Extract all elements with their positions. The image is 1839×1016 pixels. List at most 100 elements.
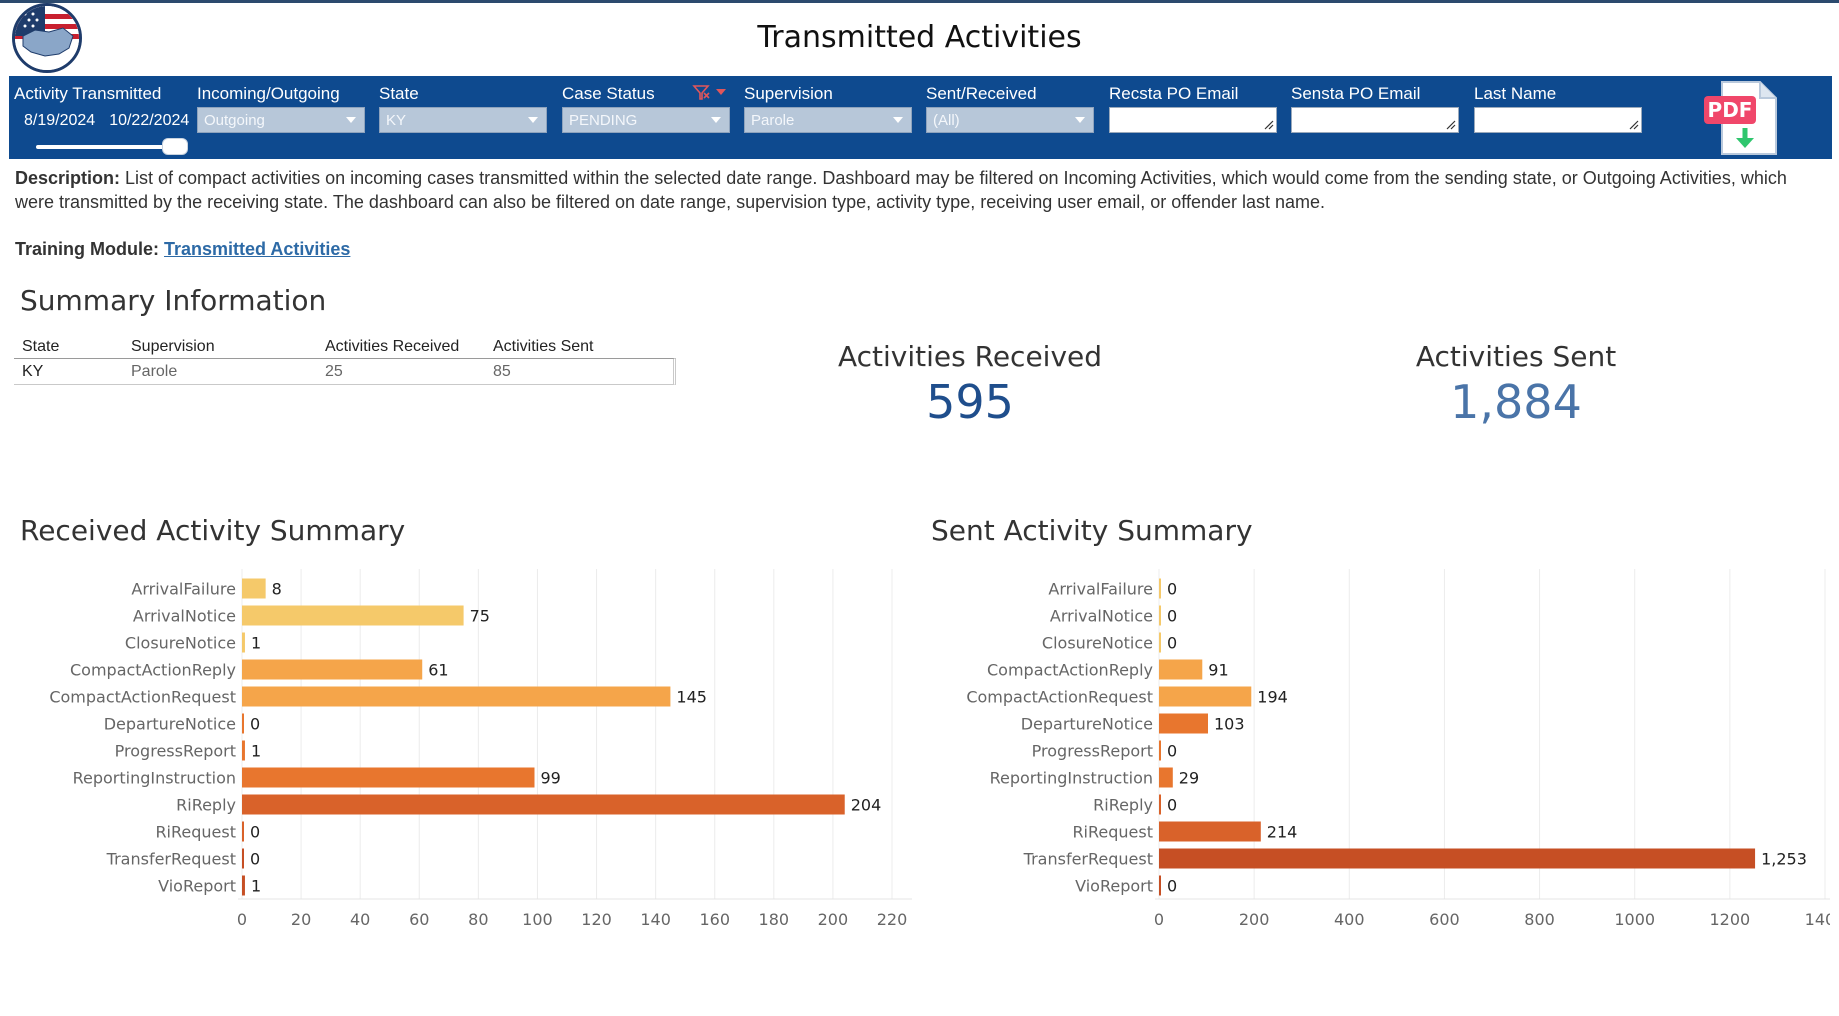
filter-label: Last Name <box>1474 84 1557 103</box>
bar-value-label: 0 <box>1167 796 1177 815</box>
filter-label: Recsta PO Email <box>1109 84 1239 103</box>
date-slider-handle[interactable] <box>162 138 188 155</box>
dropdown-value: KY <box>386 112 407 129</box>
bar[interactable] <box>242 605 464 626</box>
clear-filter-icon[interactable] <box>692 83 728 101</box>
bar[interactable] <box>1159 875 1161 896</box>
bar[interactable] <box>242 875 245 896</box>
x-tick-label: 200 <box>818 910 849 925</box>
bar[interactable] <box>1159 794 1161 815</box>
x-tick-label: 60 <box>409 910 429 925</box>
filter-label: Case Status <box>562 84 655 103</box>
resize-handle-icon <box>1264 120 1274 130</box>
x-tick-label: 140 <box>640 910 671 925</box>
sent-chart-title: Sent Activity Summary <box>931 514 1253 547</box>
summary-table-header: State Supervision Activities Received Ac… <box>14 336 676 358</box>
pdf-download-button[interactable]: PDF <box>1700 80 1780 156</box>
date-end[interactable]: 10/22/2024 <box>109 112 190 129</box>
dropdown-value: PENDING <box>569 112 638 129</box>
category-label: ArrivalNotice <box>1050 607 1153 626</box>
chevron-down-icon <box>346 117 356 123</box>
x-tick-label: 0 <box>237 910 247 925</box>
recsta-po-email-input[interactable] <box>1109 107 1277 133</box>
bar-value-label: 1 <box>251 877 261 896</box>
filter-label: Supervision <box>744 84 833 103</box>
bar[interactable] <box>242 686 671 707</box>
category-label: RiReply <box>1093 796 1153 815</box>
chevron-down-icon <box>893 117 903 123</box>
bar[interactable] <box>242 767 535 788</box>
x-tick-label: 1200 <box>1709 910 1750 925</box>
filter-recsta-po-email: Recsta PO Email <box>1109 76 1279 159</box>
x-tick-label: 200 <box>1239 910 1270 925</box>
kpi-value: 595 <box>926 375 1014 429</box>
bar-value-label: 1 <box>251 634 261 653</box>
category-label: ReportingInstruction <box>73 769 236 788</box>
x-tick-label: 1400 <box>1805 910 1830 925</box>
bar[interactable] <box>1159 767 1173 788</box>
dropdown-value: (All) <box>933 112 960 129</box>
bar[interactable] <box>242 794 845 815</box>
training-module-link[interactable]: Transmitted Activities <box>164 239 351 259</box>
x-tick-label: 120 <box>581 910 612 925</box>
sent-received-dropdown[interactable]: (All) <box>926 107 1094 133</box>
category-label: DepartureNotice <box>104 715 236 734</box>
received-chart-title: Received Activity Summary <box>20 514 406 547</box>
bar[interactable] <box>1159 713 1208 734</box>
cell-activities-sent: 85 <box>493 363 511 380</box>
date-slider-track[interactable] <box>36 145 176 149</box>
bar[interactable] <box>1159 740 1161 761</box>
bar[interactable] <box>1159 605 1161 626</box>
bar[interactable] <box>1159 848 1756 869</box>
x-tick-label: 40 <box>350 910 370 925</box>
received-activity-chart-svg: 0 20 40 60 80 100 120 140 160 180 200 220ArrivalFai… <box>49 569 912 929</box>
logo <box>12 3 82 73</box>
bar[interactable] <box>242 848 244 869</box>
resize-handle-icon <box>1629 120 1639 130</box>
filter-case-status: Case Status PENDING <box>562 76 732 159</box>
category-label: RiRequest <box>155 823 236 842</box>
category-label: ClosureNotice <box>125 634 236 653</box>
category-label: CompactActionReply <box>987 661 1153 680</box>
bar[interactable] <box>1159 686 1252 707</box>
bar[interactable] <box>242 740 245 761</box>
bar-value-label: 0 <box>1167 607 1177 626</box>
state-dropdown[interactable]: KY <box>379 107 547 133</box>
category-label: ArrivalFailure <box>1048 580 1153 599</box>
bar[interactable] <box>242 632 245 653</box>
bar[interactable] <box>1159 632 1161 653</box>
category-label: VioReport <box>1075 877 1153 896</box>
bar[interactable] <box>242 578 266 599</box>
bar-value-label: 0 <box>250 850 260 869</box>
bar-value-label: 29 <box>1179 769 1199 788</box>
bar[interactable] <box>242 713 244 734</box>
incoming-outgoing-dropdown[interactable]: Outgoing <box>197 107 365 133</box>
sent-activity-chart-svg: 0 200 400 600 800 1000 1200 1400 ArrivalFailure 0… <box>966 569 1839 929</box>
kpi-activities-received: Activities Received 595 <box>820 340 1120 429</box>
date-start[interactable]: 8/19/2024 <box>24 112 96 129</box>
category-label: TransferRequest <box>106 850 236 869</box>
bar[interactable] <box>1159 659 1203 680</box>
description: Description: List of compact activities … <box>15 166 1815 214</box>
x-tick-label: 800 <box>1524 910 1555 925</box>
case-status-dropdown[interactable]: PENDING <box>562 107 730 133</box>
sensta-po-email-input[interactable] <box>1291 107 1459 133</box>
x-tick-label: 1000 <box>1614 910 1655 925</box>
sent-activity-chart: 0 200 400 600 800 1000 1200 1400 ArrivalFailure 0… <box>915 555 1839 930</box>
bar-value-label: 214 <box>1267 823 1298 842</box>
top-rule <box>0 0 1839 3</box>
filter-label: Incoming/Outgoing <box>197 84 340 103</box>
supervision-dropdown[interactable]: Parole <box>744 107 912 133</box>
pdf-label: PDF <box>1708 98 1753 122</box>
last-name-input[interactable] <box>1474 107 1642 133</box>
pdf-download-icon: PDF <box>1704 81 1777 155</box>
filter-label: Sensta PO Email <box>1291 84 1421 103</box>
bar[interactable] <box>242 659 423 680</box>
bar[interactable] <box>242 821 244 842</box>
x-tick-label: 400 <box>1334 910 1365 925</box>
filter-incoming-outgoing: Incoming/Outgoing Outgoing <box>197 76 367 159</box>
bar[interactable] <box>1159 821 1261 842</box>
bar[interactable] <box>1159 578 1161 599</box>
bar-value-label: 0 <box>1167 877 1177 896</box>
column-header-activities-received: Activities Received <box>325 338 460 355</box>
